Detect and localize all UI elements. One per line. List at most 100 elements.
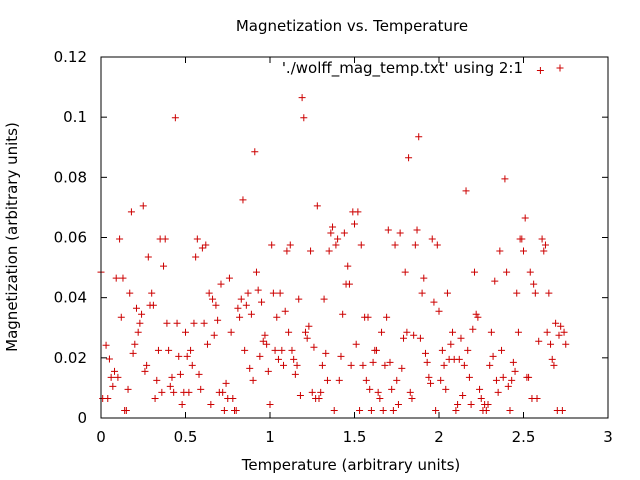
data-point bbox=[111, 367, 119, 375]
y-tick-label: 0.12 bbox=[54, 48, 87, 66]
data-point bbox=[308, 388, 316, 396]
data-point bbox=[362, 376, 370, 384]
x-tick-label: 1 bbox=[265, 428, 275, 446]
data-point bbox=[394, 400, 402, 408]
legend-marker bbox=[556, 64, 564, 72]
data-point bbox=[244, 289, 252, 297]
data-point bbox=[170, 388, 178, 396]
data-point bbox=[305, 322, 313, 330]
data-point bbox=[540, 247, 548, 255]
data-point bbox=[525, 373, 533, 381]
data-point bbox=[107, 373, 115, 381]
data-point bbox=[366, 385, 374, 393]
data-point bbox=[114, 373, 122, 381]
data-point bbox=[242, 301, 250, 309]
data-point bbox=[263, 340, 271, 348]
data-point bbox=[175, 352, 183, 360]
data-point bbox=[144, 253, 152, 261]
data-point bbox=[344, 262, 352, 270]
data-point bbox=[530, 280, 538, 288]
data-point bbox=[280, 361, 288, 369]
data-point bbox=[557, 322, 565, 330]
data-point bbox=[318, 361, 326, 369]
data-point bbox=[538, 235, 546, 243]
data-point bbox=[271, 346, 279, 354]
data-point bbox=[513, 289, 521, 297]
data-point bbox=[357, 241, 365, 249]
data-point bbox=[171, 114, 179, 122]
data-point bbox=[462, 187, 470, 195]
data-point bbox=[562, 340, 570, 348]
data-point bbox=[185, 388, 193, 396]
data-point bbox=[440, 361, 448, 369]
data-point bbox=[545, 289, 553, 297]
data-point bbox=[531, 289, 539, 297]
data-point bbox=[127, 208, 135, 216]
data-point bbox=[220, 406, 228, 414]
data-point bbox=[258, 298, 266, 306]
data-point bbox=[236, 313, 244, 321]
data-point bbox=[112, 274, 120, 282]
data-point bbox=[443, 289, 451, 297]
data-point bbox=[214, 316, 222, 324]
data-point bbox=[225, 274, 233, 282]
data-point bbox=[504, 382, 512, 390]
data-point bbox=[455, 355, 463, 363]
data-point bbox=[438, 346, 446, 354]
data-point bbox=[378, 328, 386, 336]
data-point bbox=[484, 400, 492, 408]
y-axis-label: Magnetization (arbitrary units) bbox=[3, 122, 21, 352]
data-point bbox=[188, 361, 196, 369]
data-point bbox=[281, 307, 289, 315]
data-point bbox=[359, 361, 367, 369]
data-point bbox=[323, 376, 331, 384]
data-point bbox=[317, 388, 325, 396]
data-point bbox=[219, 388, 227, 396]
legend-label: './wolff_mag_temp.txt' using 2:1 bbox=[282, 59, 523, 78]
data-point bbox=[158, 388, 166, 396]
data-point bbox=[105, 355, 113, 363]
data-point bbox=[430, 298, 438, 306]
data-point bbox=[509, 358, 517, 366]
data-point bbox=[301, 328, 309, 336]
data-point bbox=[261, 331, 269, 339]
data-point bbox=[232, 406, 240, 414]
data-point bbox=[558, 406, 566, 414]
data-point bbox=[131, 340, 139, 348]
data-point bbox=[435, 307, 443, 315]
data-point bbox=[351, 220, 358, 228]
data-point bbox=[237, 295, 245, 303]
data-point bbox=[555, 331, 563, 339]
data-point bbox=[310, 343, 318, 351]
y-tick-label: 0.02 bbox=[54, 349, 87, 367]
data-point bbox=[168, 373, 176, 381]
data-point bbox=[315, 394, 323, 402]
data-point bbox=[339, 310, 347, 318]
data-point bbox=[514, 328, 522, 336]
data-point bbox=[195, 370, 203, 378]
data-point bbox=[178, 400, 186, 408]
data-point bbox=[369, 358, 377, 366]
data-point bbox=[454, 400, 462, 408]
data-point bbox=[148, 289, 156, 297]
data-point bbox=[288, 346, 296, 354]
data-point bbox=[264, 367, 272, 375]
x-tick-label: 3 bbox=[603, 428, 613, 446]
data-point bbox=[487, 328, 495, 336]
data-point bbox=[192, 253, 200, 261]
data-point bbox=[268, 241, 276, 249]
data-point bbox=[293, 361, 301, 369]
data-point bbox=[151, 394, 159, 402]
data-point bbox=[285, 328, 293, 336]
data-point bbox=[325, 247, 333, 255]
data-point bbox=[457, 334, 465, 342]
data-point bbox=[222, 379, 230, 387]
y-tick-label: 0.08 bbox=[54, 168, 87, 186]
data-point bbox=[467, 400, 475, 408]
data-point bbox=[102, 341, 110, 349]
data-point bbox=[259, 337, 267, 345]
data-point bbox=[503, 268, 511, 276]
data-point bbox=[391, 241, 399, 249]
data-point bbox=[165, 346, 173, 354]
data-point bbox=[486, 361, 494, 369]
